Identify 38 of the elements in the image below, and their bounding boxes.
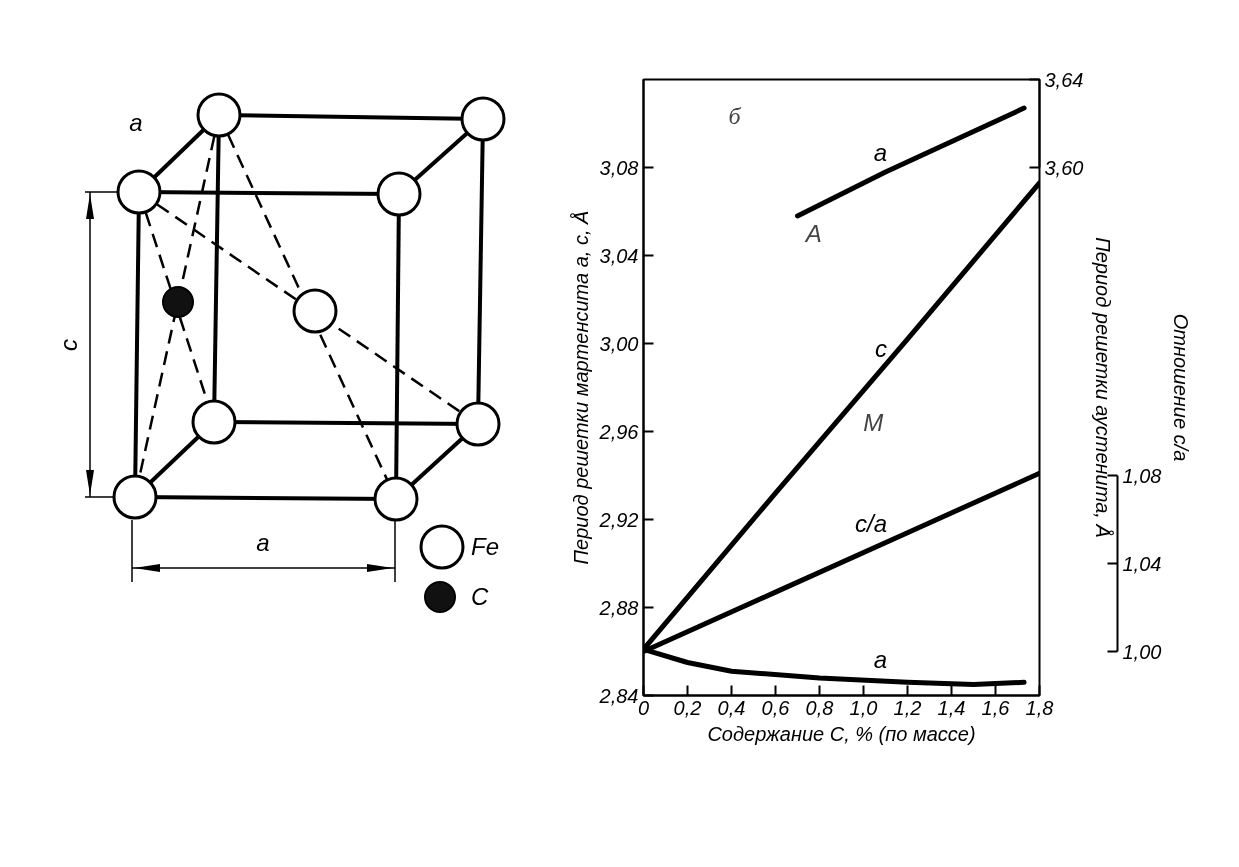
y-axis-title: Период решетки мартенсита a, c, Å xyxy=(569,210,592,565)
y3-tick-label: 1,08 xyxy=(1122,464,1162,487)
text: c xyxy=(55,339,83,351)
y3-tick-label: 1,04 xyxy=(1122,552,1162,575)
x-tick-label: 0,2 xyxy=(673,696,702,719)
y-tick-label: 3,04 xyxy=(599,244,639,267)
x-tick-label: 0 xyxy=(637,696,650,719)
y-tick-label: 2,88 xyxy=(598,596,639,619)
text: C xyxy=(471,583,489,611)
annotation: б xyxy=(728,103,742,130)
y-tick-label: 2,84 xyxy=(598,684,639,707)
x-tick-label: 1,8 xyxy=(1025,696,1054,719)
y2-tick-label: 3,64 xyxy=(1044,68,1084,91)
series-label: a xyxy=(873,139,888,167)
x-tick-label: 1,4 xyxy=(937,696,966,719)
series-label: c/a xyxy=(855,509,888,537)
annotation: A xyxy=(803,220,822,247)
y-tick-label: 2,96 xyxy=(598,420,640,443)
y-tick-label: 2,92 xyxy=(598,508,639,531)
series-label: a xyxy=(873,645,888,673)
x-tick-label: 1,2 xyxy=(893,696,922,719)
annotation: M xyxy=(863,409,884,437)
x-tick-label: 0,8 xyxy=(805,696,834,719)
y2-axis-title: Период решетки аустенита, Å xyxy=(1092,237,1115,538)
x-tick-label: 0,4 xyxy=(717,696,746,719)
text: а xyxy=(129,109,143,137)
y2-tick-label: 3,60 xyxy=(1044,156,1084,179)
x-tick-label: 1,6 xyxy=(981,696,1011,719)
text: a xyxy=(256,529,270,557)
x-tick-label: 0,6 xyxy=(761,696,791,719)
y3-axis-title: Отношение c/a xyxy=(1170,313,1193,462)
text: Fe xyxy=(471,533,500,561)
series-label: c xyxy=(875,334,888,362)
y3-tick-label: 1,00 xyxy=(1122,640,1162,663)
x-axis-title: Содержание C, % (по массе) xyxy=(707,722,976,745)
y-tick-label: 3,08 xyxy=(599,156,639,179)
y-tick-label: 3,00 xyxy=(599,332,639,355)
x-tick-label: 1,0 xyxy=(849,696,878,719)
